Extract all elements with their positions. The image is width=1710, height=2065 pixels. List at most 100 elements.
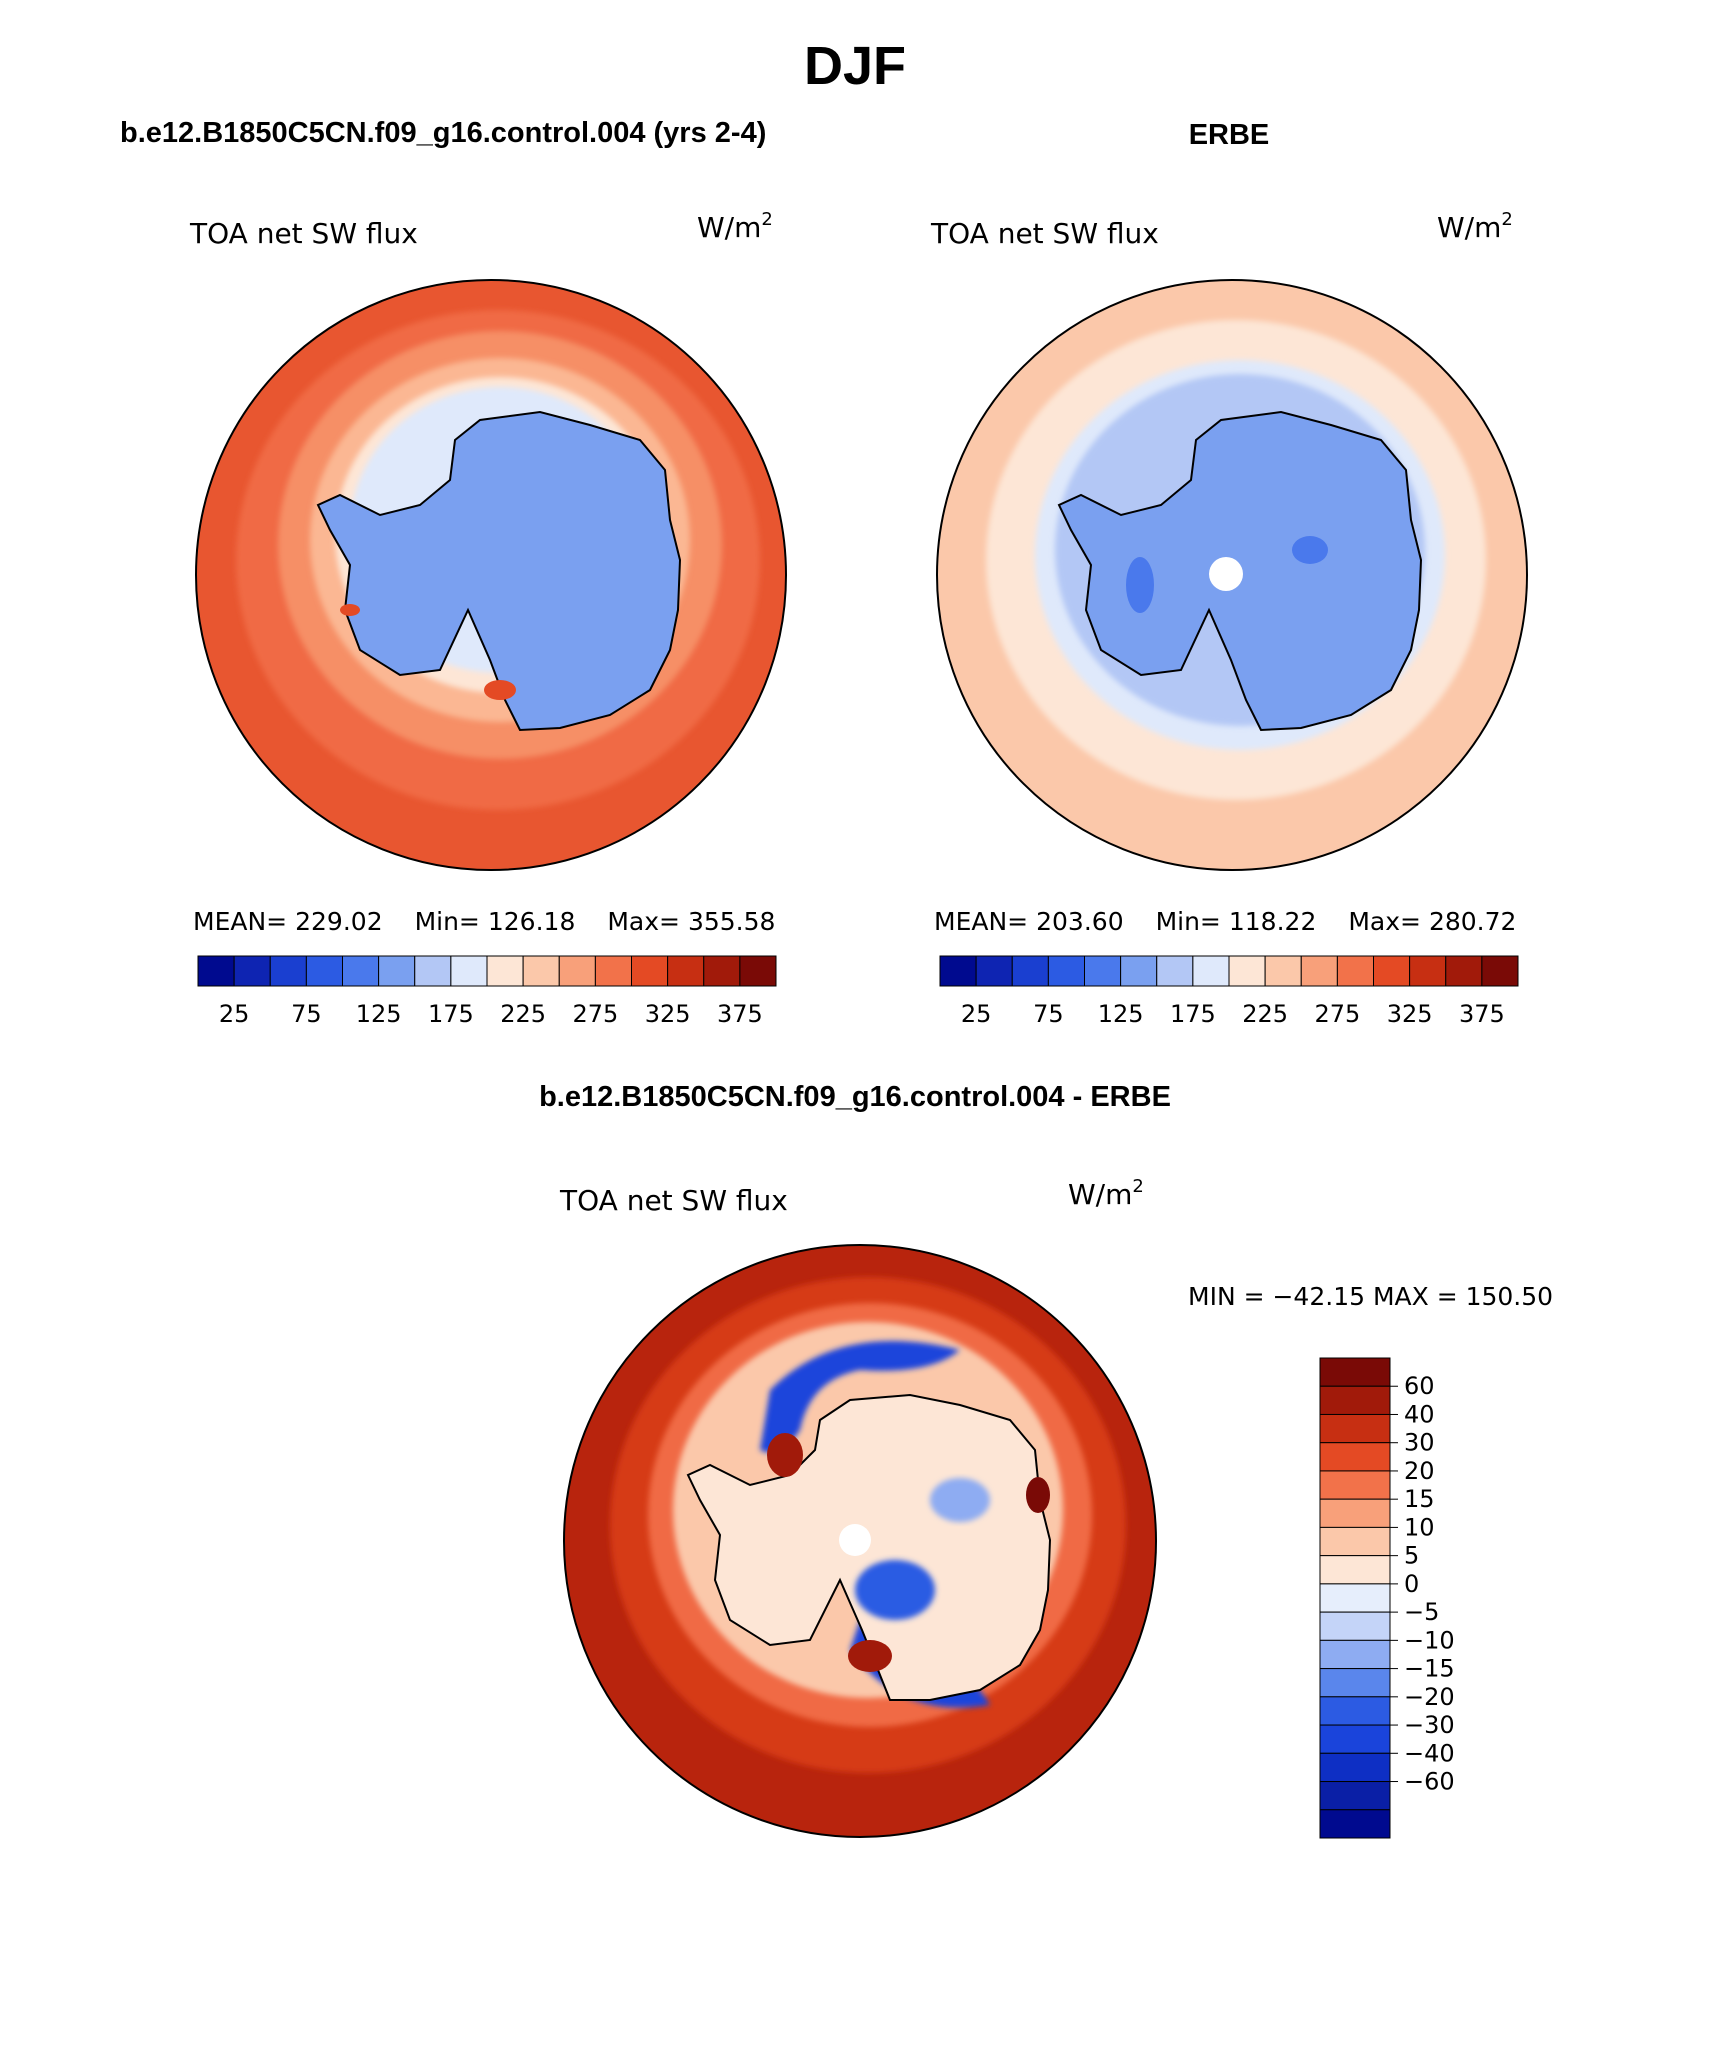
diff-colorbar-swatch <box>1319 1470 1391 1500</box>
model-colorbar-swatch <box>305 955 343 987</box>
model-colorbar-swatch <box>342 955 380 987</box>
diff-colorbar-tick-label: 30 <box>1404 1429 1435 1457</box>
model-colorbar-swatch <box>233 955 271 987</box>
model-colorbar-swatch <box>631 955 669 987</box>
diff-colorbar-tick-label: −20 <box>1404 1683 1455 1711</box>
model-min-label: Min= <box>415 907 480 936</box>
model-colorbar-tick-label: 25 <box>219 1000 250 1028</box>
obs-colorbar-swatch <box>1300 955 1338 987</box>
diff-units-label: W/m2 <box>1068 1176 1144 1211</box>
obs-colorbar-swatch <box>1011 955 1049 987</box>
diff-colorbar-swatch <box>1319 1781 1391 1811</box>
obs-map-border <box>936 279 1528 871</box>
model-panel-title: b.e12.B1850C5CN.f09_g16.control.004 (yrs… <box>120 117 766 149</box>
obs-colorbar-swatch <box>939 955 977 987</box>
diff-colorbar-swatch <box>1319 1752 1391 1783</box>
model-colorbar-swatch <box>667 955 705 987</box>
diff-panel: TOA net SW flux W/m2 MIN = −42.15 MAX = … <box>559 1176 1553 1839</box>
obs-map-dark-patch <box>1292 536 1328 564</box>
obs-colorbar-swatch <box>1445 955 1483 987</box>
diff-map-blue-band-north <box>760 1341 960 1453</box>
obs-units-exp: 2 <box>1501 209 1512 230</box>
diff-colorbar-tick-label: 5 <box>1404 1542 1419 1570</box>
diff-colorbar-swatch <box>1319 1696 1391 1726</box>
model-colorbar-swatch <box>450 955 488 987</box>
obs-colorbar-tick-label: 75 <box>1033 1000 1064 1028</box>
season-title: DJF <box>804 36 906 96</box>
diff-units-text: W/m <box>1068 1178 1132 1211</box>
diff-colorbar-tick-label: −15 <box>1404 1655 1455 1683</box>
diff-map-neg-patch-2 <box>930 1478 990 1522</box>
obs-panel: TOA net SW flux W/m2 MEAN= 203.60 Min= 118… <box>930 209 1528 1028</box>
diff-colorbar-swatch <box>1319 1555 1391 1585</box>
diff-colorbar-swatch <box>1319 1498 1391 1528</box>
diff-colorbar-swatch <box>1319 1357 1391 1387</box>
obs-colorbar-swatch <box>1228 955 1266 987</box>
model-colorbar-swatch <box>522 955 560 987</box>
diff-colorbar-tick-label: 40 <box>1404 1400 1435 1428</box>
obs-colorbar-swatch <box>975 955 1013 987</box>
model-units-text: W/m <box>697 211 761 244</box>
model-colorbar: 25 75 125 175 225 275 325 375 <box>197 955 777 1028</box>
model-map-hotspot <box>484 680 516 700</box>
obs-max-label: Max= <box>1348 907 1421 936</box>
diff-colorbar-swatch <box>1319 1526 1391 1557</box>
model-units-exp: 2 <box>761 209 772 230</box>
diff-colorbar-tick-label: −5 <box>1404 1598 1439 1626</box>
obs-colorbar-swatch <box>1373 955 1411 987</box>
obs-colorbar-swatch <box>1336 955 1374 987</box>
diff-colorbar-swatch <box>1319 1583 1391 1613</box>
model-colorbar-swatch <box>594 955 632 987</box>
diff-map-neg-patch <box>855 1560 935 1620</box>
model-colorbar-tick-label: 375 <box>717 1000 763 1028</box>
model-colorbar-tick-label: 225 <box>500 1000 546 1028</box>
model-colorbar-swatch <box>197 955 235 987</box>
diff-map-pole-hole <box>839 1524 871 1556</box>
obs-mean-label: MEAN= <box>934 907 1028 936</box>
diff-map <box>564 1245 1156 1837</box>
obs-max-value: 280.72 <box>1429 907 1516 936</box>
obs-map-dark-patch-2 <box>1126 557 1154 613</box>
obs-units-text: W/m <box>1437 211 1501 244</box>
model-map <box>196 280 786 870</box>
diff-colorbar-tick-label: 20 <box>1404 1457 1435 1485</box>
model-colorbar-tick-label: 325 <box>645 1000 691 1028</box>
diff-colorbar-swatch <box>1319 1809 1391 1839</box>
diff-colorbar-swatch <box>1319 1385 1391 1415</box>
obs-map-pole-hole <box>1209 557 1243 591</box>
diff-colorbar-tick-label: −30 <box>1404 1711 1455 1739</box>
model-max-value: 355.58 <box>688 907 775 936</box>
obs-colorbar-tick-label: 125 <box>1098 1000 1144 1028</box>
obs-variable-label: TOA net SW flux <box>930 217 1159 250</box>
obs-min-label: Min= <box>1156 907 1221 936</box>
diff-colorbar-tick-label: −10 <box>1404 1626 1455 1654</box>
obs-stats: MEAN= 203.60 Min= 118.22 Max= 280.72 <box>934 907 1516 936</box>
model-colorbar-swatch <box>739 955 777 987</box>
obs-colorbar-swatch <box>1192 955 1230 987</box>
obs-colorbar-swatch <box>1047 955 1085 987</box>
model-colorbar-swatch <box>558 955 596 987</box>
diff-panel-title: b.e12.B1850C5CN.f09_g16.control.004 - ER… <box>539 1081 1171 1113</box>
diff-colorbar-tick-label: 10 <box>1404 1513 1435 1541</box>
obs-colorbar-swatch <box>1481 955 1519 987</box>
diff-minmax: MIN = −42.15 MAX = 150.50 <box>1188 1282 1553 1311</box>
diff-colorbar-tick-label: 0 <box>1404 1570 1419 1598</box>
model-colorbar-swatch <box>414 955 452 987</box>
obs-colorbar-tick-label: 175 <box>1170 1000 1216 1028</box>
obs-colorbar-swatch <box>1264 955 1302 987</box>
model-stats: MEAN= 229.02 Min= 126.18 Max= 355.58 <box>193 907 775 936</box>
diff-colorbar-swatch <box>1319 1442 1391 1472</box>
model-map-continent-fill <box>316 410 682 732</box>
model-mean-label: MEAN= <box>193 907 287 936</box>
model-colorbar-swatch <box>703 955 741 987</box>
obs-colorbar-swatch <box>1409 955 1447 987</box>
model-colorbar-tick-label: 75 <box>291 1000 322 1028</box>
obs-map <box>937 280 1527 870</box>
obs-units-label: W/m2 <box>1437 209 1513 244</box>
diff-map-pos-patch-2 <box>767 1433 803 1477</box>
model-map-hotspot-2 <box>340 604 360 616</box>
obs-colorbar-swatch <box>1084 955 1122 987</box>
obs-mean-value: 203.60 <box>1036 907 1123 936</box>
